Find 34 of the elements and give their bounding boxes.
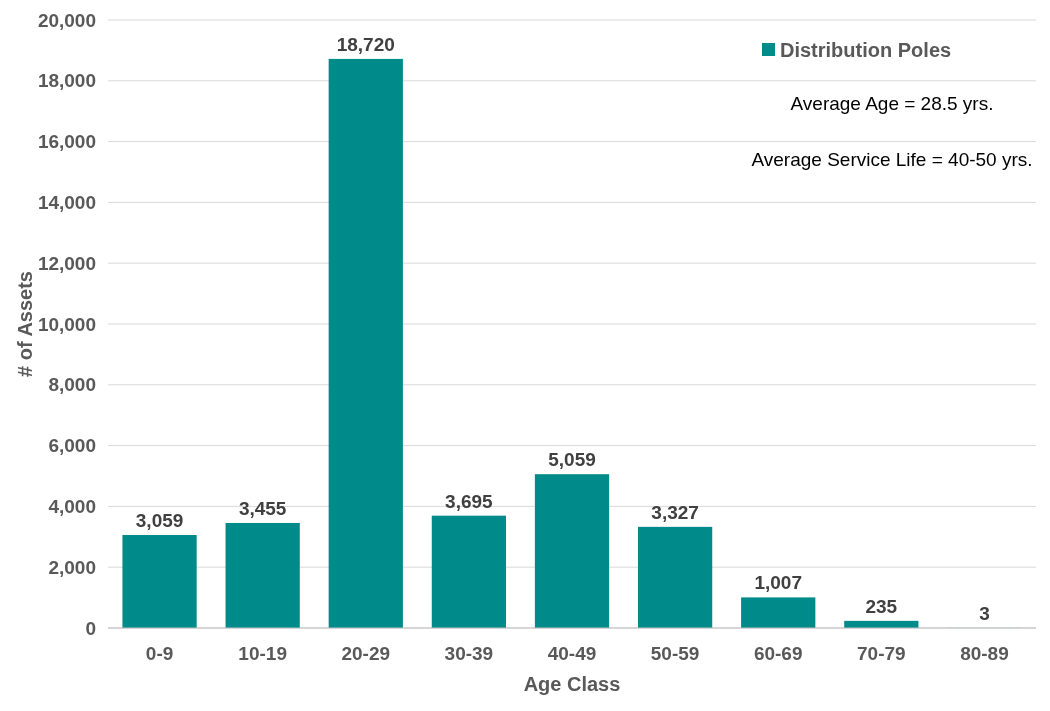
annotation: Average Service Life = 40-50 yrs. — [751, 149, 1033, 170]
x-tick-label: 20-29 — [341, 643, 391, 664]
y-tick-label: 20,000 — [37, 9, 96, 31]
y-tick-label: 0 — [85, 617, 96, 639]
legend-label: Distribution Poles — [780, 39, 952, 61]
y-tick-label: 2,000 — [48, 556, 96, 578]
x-tick-label: 80-89 — [960, 643, 1009, 664]
text: 3,695 — [445, 490, 493, 512]
y-tick-label: 8,000 — [48, 374, 96, 396]
y-tick-label: 12,000 — [37, 252, 96, 274]
text: 3,455 — [238, 497, 287, 519]
text: 18,720 — [336, 33, 395, 55]
y-tick-label: 16,000 — [37, 131, 96, 153]
y-tick-label: 6,000 — [48, 435, 96, 457]
x-tick-label: 40-49 — [547, 643, 597, 664]
y-tick-label: 10,000 — [37, 313, 96, 335]
y-tick-label: 4,000 — [48, 496, 96, 518]
y-tick-label: 14,000 — [37, 192, 96, 214]
text: 3 — [979, 602, 990, 624]
x-tick-label: 50-59 — [650, 643, 700, 664]
text: 3,327 — [651, 501, 699, 523]
x-tick-label: 0-9 — [145, 643, 174, 664]
annotation: Average Age = 28.5 yrs. — [790, 93, 994, 114]
text: 3,059 — [135, 510, 184, 532]
text: 5,059 — [548, 449, 596, 471]
text: 235 — [865, 595, 898, 617]
x-tick-label: 30-39 — [444, 643, 494, 664]
x-axis-title: Age Class — [523, 673, 621, 695]
text: 1,007 — [754, 572, 802, 594]
x-tick-label: 60-69 — [753, 643, 803, 664]
y-axis-title: # of Assets — [14, 271, 36, 377]
x-tick-label: 10-19 — [238, 643, 287, 664]
x-tick-label: 70-79 — [857, 643, 906, 664]
y-tick-label: 18,000 — [37, 70, 96, 92]
